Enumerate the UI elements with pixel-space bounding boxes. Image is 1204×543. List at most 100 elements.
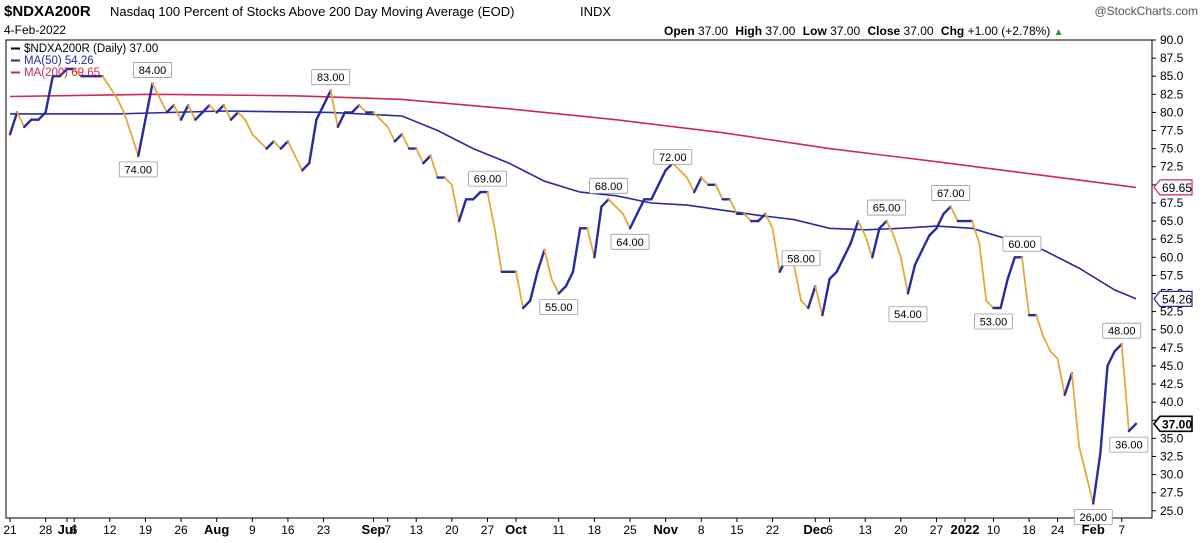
price-segment (614, 205, 624, 215)
x-tick-label: 6 (826, 523, 833, 537)
x-tick-label: 27 (481, 523, 495, 537)
y-tick-label: 45.0 (1160, 359, 1184, 373)
ma-line (9, 93, 1137, 189)
y-tick-label: 50.0 (1160, 323, 1184, 337)
price-annotation: 68.00 (589, 177, 629, 194)
price-segment (393, 132, 404, 143)
x-tick-label: 2022 (951, 522, 980, 537)
price-segment (358, 104, 368, 114)
x-tick-label: 24 (1051, 523, 1065, 537)
price-segment (172, 104, 182, 121)
y-tick-label: 87.5 (1160, 51, 1184, 65)
x-tick-label: 13 (859, 523, 873, 537)
price-segment (158, 97, 168, 114)
x-tick-label: 26 (174, 523, 188, 537)
y-tick-label: 80.0 (1160, 105, 1184, 119)
x-tick-label: Aug (204, 522, 229, 537)
price-segment (971, 220, 981, 244)
x-tick-label: 18 (588, 523, 602, 537)
price-segment (386, 126, 396, 143)
price-segment (251, 133, 261, 143)
price-annotation: 58.00 (781, 250, 821, 267)
svg-text:65.00: 65.00 (873, 203, 901, 215)
price-segment (1120, 343, 1130, 433)
price-segment (372, 111, 382, 121)
x-tick-label: Sep (362, 522, 386, 537)
price-segment (322, 89, 332, 107)
svg-text:67.00: 67.00 (937, 188, 965, 200)
price-annotation: 74.00 (118, 161, 158, 178)
price-segment (622, 212, 631, 230)
x-tick-label: 15 (730, 523, 744, 537)
price-annotation: 83.00 (311, 69, 351, 86)
svg-text:72.00: 72.00 (659, 152, 687, 164)
price-segment (1042, 335, 1052, 353)
price-segment (849, 219, 860, 245)
x-tick-label: 20 (894, 523, 908, 537)
price-segment (308, 118, 318, 165)
price-segment (571, 227, 582, 273)
price-segment (379, 118, 389, 128)
svg-text:74.00: 74.00 (125, 164, 153, 176)
svg-text:54.26: 54.26 (1162, 292, 1192, 306)
price-segment (329, 89, 339, 128)
price-segment (401, 133, 411, 150)
svg-text:54.00: 54.00 (894, 309, 922, 321)
price-marker: 37.00 (1152, 415, 1193, 433)
price-segment (151, 82, 161, 99)
price-segment (521, 299, 532, 310)
price-segment (693, 176, 703, 194)
x-tick-label: Oct (505, 522, 527, 537)
price-segment (1099, 364, 1109, 454)
price-segment (116, 97, 125, 114)
y-tick-label: 42.5 (1160, 377, 1184, 391)
x-tick-label: 21 (3, 523, 17, 537)
price-annotation: 55.00 (539, 299, 579, 315)
y-tick-label: 67.5 (1160, 196, 1184, 210)
y-tick-label: 57.5 (1160, 268, 1184, 282)
price-segment (928, 227, 938, 237)
price-segment (194, 111, 204, 121)
legend-entry: MA(200) 69.65 (11, 67, 100, 79)
svg-text:48.00: 48.00 (1108, 326, 1136, 338)
series-layer (8, 67, 1138, 505)
price-annotation: 84.00 (133, 62, 172, 78)
right-markers: 69.65 54.26 37.00 (1152, 179, 1193, 433)
price-segment (921, 234, 931, 252)
watermark: @StockCharts.com (1094, 4, 1198, 18)
price-segment (679, 169, 688, 179)
price-segment (857, 220, 867, 237)
annotation-layer: 84.00 74.00 83.00 69.00 55.00 68.00 64.00 72.00… (118, 62, 1149, 525)
price-segment (215, 103, 226, 114)
price-segment (885, 220, 895, 237)
price-segment (244, 118, 254, 136)
price-segment (73, 68, 83, 78)
price-segment (265, 140, 275, 150)
price-segment (593, 205, 603, 259)
x-tick-label: 20 (445, 523, 459, 537)
price-segment (1127, 422, 1138, 433)
y-tick-label: 72.5 (1160, 160, 1184, 174)
price-segment (515, 270, 524, 309)
price-segment (600, 198, 610, 208)
price-segment (179, 103, 190, 121)
price-segment (450, 183, 460, 223)
price-annotation: 64.00 (610, 233, 650, 250)
price-segment (714, 183, 724, 201)
price-segment (949, 205, 959, 223)
y-tick-label: 62.5 (1160, 232, 1184, 246)
legend-entry: MA(50) 54.26 (11, 55, 94, 67)
price-segment (1091, 451, 1102, 505)
price-segment (44, 74, 54, 114)
price-segment (985, 299, 995, 309)
price-segment (864, 234, 874, 259)
price-segment (165, 103, 176, 114)
price-marker: 54.26 (1153, 290, 1193, 307)
svg-text:$NDXA200R (Daily) 37.00: $NDXA200R (Daily) 37.00 (24, 43, 158, 55)
price-segment (486, 191, 496, 230)
chart-title: Nasdaq 100 Percent of Stocks Above 200 D… (110, 4, 514, 19)
price-segment (137, 118, 147, 158)
price-segment (529, 270, 539, 302)
